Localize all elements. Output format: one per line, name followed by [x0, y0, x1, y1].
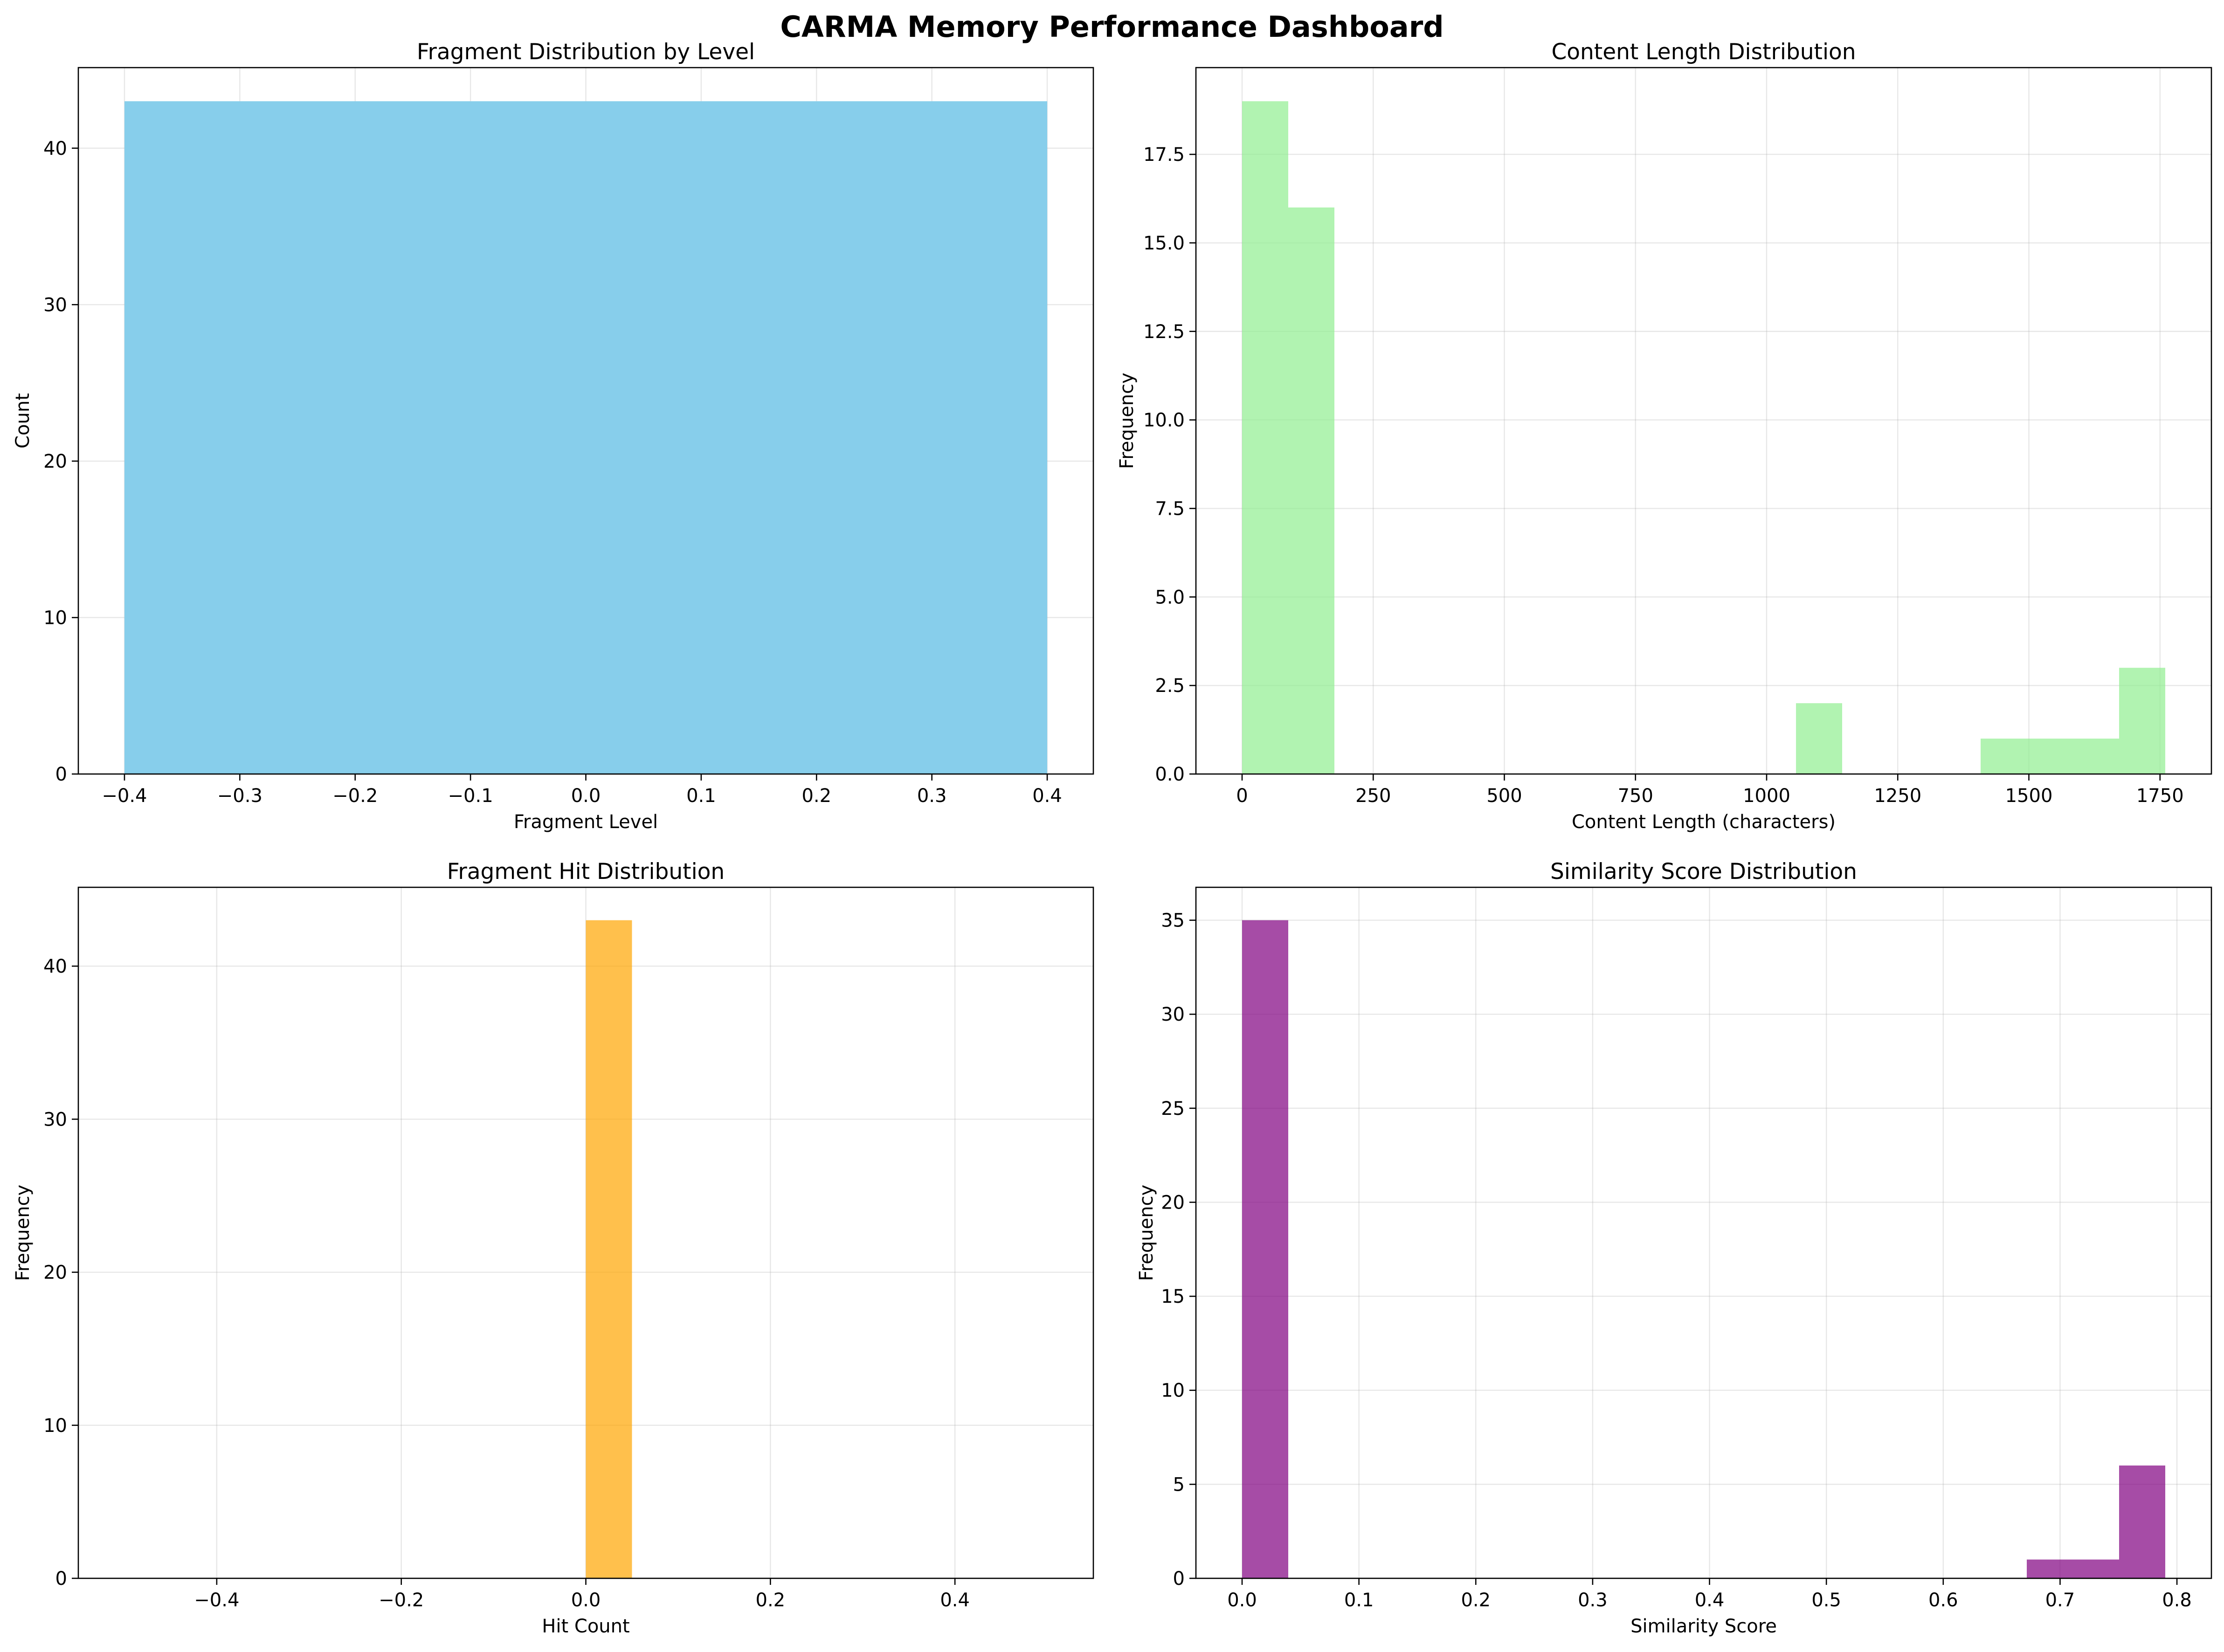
panel-content-length: 0 250 500 750 1000 1250 1500 1750 0.0 2.5 5.0 7.5 10…	[1116, 39, 2212, 833]
x-tick-label: 0.0	[571, 785, 601, 807]
x-tick-label: 750	[1618, 785, 1653, 807]
y-tick-label: 5	[1173, 1474, 1185, 1495]
histogram-bar	[2027, 1559, 2073, 1578]
histogram-bar	[124, 101, 1048, 774]
subplot-title: Content Length Distribution	[1551, 39, 1856, 65]
x-tick-label: 0.2	[756, 1590, 786, 1611]
x-tick-label: 0.7	[2045, 1590, 2075, 1611]
x-tick-label: 500	[1486, 785, 1522, 807]
x-tick-label: −0.3	[217, 785, 262, 807]
y-tick-label: 30	[43, 294, 67, 316]
x-tick-label: 0	[1236, 785, 1248, 807]
y-tick-label: 20	[43, 1262, 67, 1284]
y-tick-label: 10	[43, 607, 67, 629]
x-tick-label: 1000	[1743, 785, 1790, 807]
x-tick-label: 0.3	[917, 785, 947, 807]
x-tick-label: 0.4	[940, 1590, 970, 1611]
x-tick-label: 0.0	[571, 1590, 601, 1611]
x-tick-label: 250	[1355, 785, 1391, 807]
panel-fragment-level: −0.4 −0.3 −0.2 −0.1 0.0 0.1 0.2 0.3 0.4 0 10 20 30 40…	[12, 39, 1094, 833]
x-tick-label: −0.2	[379, 1590, 424, 1611]
y-tick-label: 35	[1161, 910, 1185, 932]
histogram-bar	[2027, 739, 2073, 774]
y-tick-label: 40	[43, 138, 67, 159]
x-tick-label: 1750	[2136, 785, 2184, 807]
y-tick-label: 20	[43, 451, 67, 472]
y-tick-label: 17.5	[1143, 144, 1185, 166]
y-axis-label: Count	[12, 393, 34, 449]
x-tick-label: −0.4	[194, 1590, 239, 1611]
axes-frame	[1195, 67, 2212, 775]
subplot-title: Fragment Distribution by Level	[417, 39, 755, 65]
x-tick-label: 1250	[1874, 785, 1921, 807]
y-axis-label: Frequency	[1136, 1185, 1157, 1281]
histogram-bar	[1981, 739, 2027, 774]
y-tick-label: 25	[1161, 1098, 1185, 1120]
y-tick-label: 10.0	[1143, 410, 1185, 431]
y-tick-label: 5.0	[1155, 587, 1185, 608]
histogram-bar	[1796, 703, 1842, 774]
x-tick-label: 0.0	[1227, 1590, 1257, 1611]
x-tick-label: 0.2	[801, 785, 831, 807]
x-tick-label: 0.6	[1928, 1590, 1958, 1611]
y-tick-label: 30	[43, 1109, 67, 1130]
x-tick-label: −0.2	[332, 785, 378, 807]
histogram-bar	[2073, 1559, 2119, 1578]
x-tick-label: 0.1	[686, 785, 716, 807]
panel-hit-count: −0.4 −0.2 0.0 0.2 0.4 0 10 20 30 40 Fragment Hit D…	[12, 859, 1094, 1637]
x-tick-label: 0.3	[1578, 1590, 1608, 1611]
y-tick-label: 10	[1161, 1380, 1185, 1402]
histogram-bar	[1242, 101, 1288, 774]
x-tick-label: 0.2	[1461, 1590, 1491, 1611]
x-axis-label: Similarity Score	[1630, 1616, 1777, 1637]
y-tick-label: 12.5	[1143, 321, 1185, 343]
y-tick-label: 15	[1161, 1286, 1185, 1307]
y-axis-label: Frequency	[1116, 373, 1138, 469]
x-tick-label: 0.4	[1695, 1590, 1725, 1611]
x-axis-label: Hit Count	[542, 1616, 629, 1637]
histogram-bar	[586, 920, 632, 1578]
subplot-title: Similarity Score Distribution	[1550, 859, 1857, 885]
y-tick-label: 7.5	[1155, 498, 1185, 519]
x-tick-label: 0.5	[1811, 1590, 1841, 1611]
histogram-bar	[2119, 668, 2165, 774]
y-tick-label: 15.0	[1143, 233, 1185, 254]
panel-similarity-score: 0.0 0.1 0.2 0.3 0.4 0.5 0.6 0.7 0.8 0 5 10 15 20 25 30 3…	[1136, 859, 2212, 1637]
x-tick-label: 1500	[2005, 785, 2053, 807]
histogram-bar	[2073, 739, 2119, 774]
y-tick-label: 0	[1173, 1568, 1185, 1590]
y-tick-label: 2.5	[1155, 675, 1185, 697]
subplot-title: Fragment Hit Distribution	[447, 859, 725, 885]
y-tick-label: 40	[43, 956, 67, 977]
y-tick-label: 30	[1161, 1004, 1185, 1025]
dashboard-title: CARMA Memory Performance Dashboard	[780, 10, 1444, 44]
x-tick-label: 0.8	[2162, 1590, 2192, 1611]
histogram-bar	[1288, 207, 1334, 774]
x-axis-label: Fragment Level	[514, 811, 658, 833]
x-tick-label: 0.4	[1032, 785, 1062, 807]
x-tick-label: −0.1	[448, 785, 493, 807]
y-tick-label: 10	[43, 1415, 67, 1437]
y-tick-label: 0	[55, 1568, 67, 1590]
histogram-bar	[2119, 1465, 2165, 1578]
y-tick-label: 0.0	[1155, 764, 1185, 785]
histogram-bar	[1242, 920, 1288, 1578]
y-tick-label: 0	[55, 764, 67, 785]
x-tick-label: 0.1	[1344, 1590, 1374, 1611]
axes-frame	[1195, 886, 2212, 1579]
y-tick-label: 20	[1161, 1192, 1185, 1213]
y-axis-label: Frequency	[12, 1185, 34, 1281]
x-axis-label: Content Length (characters)	[1572, 811, 1836, 833]
x-tick-label: −0.4	[102, 785, 147, 807]
